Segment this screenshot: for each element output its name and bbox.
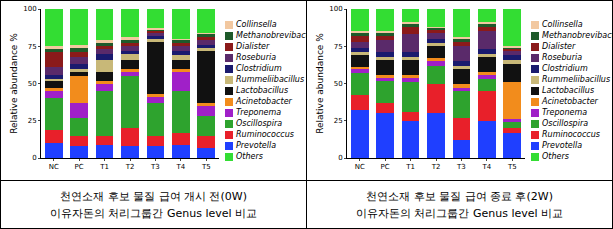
svg-text:T5: T5 <box>201 163 211 171</box>
html-text:Clostridium: Clostridium <box>236 64 282 73</box>
svg-text:T1: T1 <box>405 163 415 171</box>
html-text:Ruminococcus: Ruminococcus <box>542 130 600 139</box>
html-text:Others: Others <box>236 152 263 161</box>
html-text:Others: Others <box>542 152 569 161</box>
svg-text:50: 50 <box>28 80 37 88</box>
html-text:Prevotella: Prevotella <box>236 141 277 150</box>
svg-text:100: 100 <box>23 5 36 13</box>
html-text:Treponema: Treponema <box>236 108 282 117</box>
html-text:Methanobrevibacter: Methanobrevibacter <box>236 31 317 40</box>
svg-text:Relative abundance %: Relative abundance % <box>9 33 19 134</box>
html-text:Rummeliibacillus: Rummeliibacillus <box>236 75 305 84</box>
svg-text:0: 0 <box>338 154 342 162</box>
svg-text:T3: T3 <box>456 163 466 171</box>
html-text:Acinetobacter: Acinetobacter <box>236 97 292 106</box>
svg-text:0: 0 <box>32 154 36 162</box>
html-text:Collinsella: Collinsella <box>236 20 277 29</box>
html-text:Roseburia: Roseburia <box>236 53 277 62</box>
svg-text:PC: PC <box>75 163 84 171</box>
html-text:Collinsella: Collinsella <box>542 20 583 29</box>
svg-text:50: 50 <box>334 80 343 88</box>
svg-text:25: 25 <box>28 117 37 125</box>
html-text:Lactobacillus: Lactobacillus <box>542 86 595 95</box>
svg-text:T4: T4 <box>175 163 185 171</box>
html-text:Oscillospira: Oscillospira <box>542 119 589 128</box>
html-text:Rummeliibacillus: Rummeliibacillus <box>542 75 611 84</box>
svg-text:T2: T2 <box>431 163 441 171</box>
html-text:이유자돈의 처리그룹간 Genus level 비교: 이유자돈의 처리그룹간 Genus level 비교 <box>355 206 563 220</box>
html-text:이유자돈의 처리그룹간 Genus level 비교: 이유자돈의 처리그룹간 Genus level 비교 <box>49 206 257 220</box>
html-text:Prevotella: Prevotella <box>542 141 583 150</box>
svg-text:75: 75 <box>28 43 37 51</box>
html-text:Clostridium: Clostridium <box>542 64 588 73</box>
html-text:천연소재 후보 물질 급여 종료 후(2W): 천연소재 후보 물질 급여 종료 후(2W) <box>366 189 553 203</box>
html-text:Treponema: Treponema <box>542 108 588 117</box>
svg-text:25: 25 <box>334 117 343 125</box>
html-text:Lactobacillus: Lactobacillus <box>236 86 289 95</box>
html-text:천연소재 후보 물질 급여 개시 전(0W): 천연소재 후보 물질 급여 개시 전(0W) <box>60 189 247 203</box>
svg-text:NC: NC <box>49 163 59 171</box>
svg-text:T5: T5 <box>507 163 517 171</box>
html-text:Roseburia: Roseburia <box>542 53 583 62</box>
svg-text:Relative abundance %: Relative abundance % <box>315 33 325 134</box>
svg-text:NC: NC <box>355 163 365 171</box>
html-text:Acinetobacter: Acinetobacter <box>542 97 598 106</box>
svg-text:T3: T3 <box>150 163 160 171</box>
svg-text:T1: T1 <box>99 163 109 171</box>
svg-text:PC: PC <box>381 163 390 171</box>
html-text:Dialister: Dialister <box>236 42 270 51</box>
svg-text:T2: T2 <box>125 163 135 171</box>
svg-text:100: 100 <box>329 5 342 13</box>
html-text:Dialister: Dialister <box>542 42 576 51</box>
svg-text:T4: T4 <box>481 163 491 171</box>
html-text:Oscillospira: Oscillospira <box>236 119 283 128</box>
svg-text:75: 75 <box>334 43 343 51</box>
html-text:Ruminococcus: Ruminococcus <box>236 130 294 139</box>
